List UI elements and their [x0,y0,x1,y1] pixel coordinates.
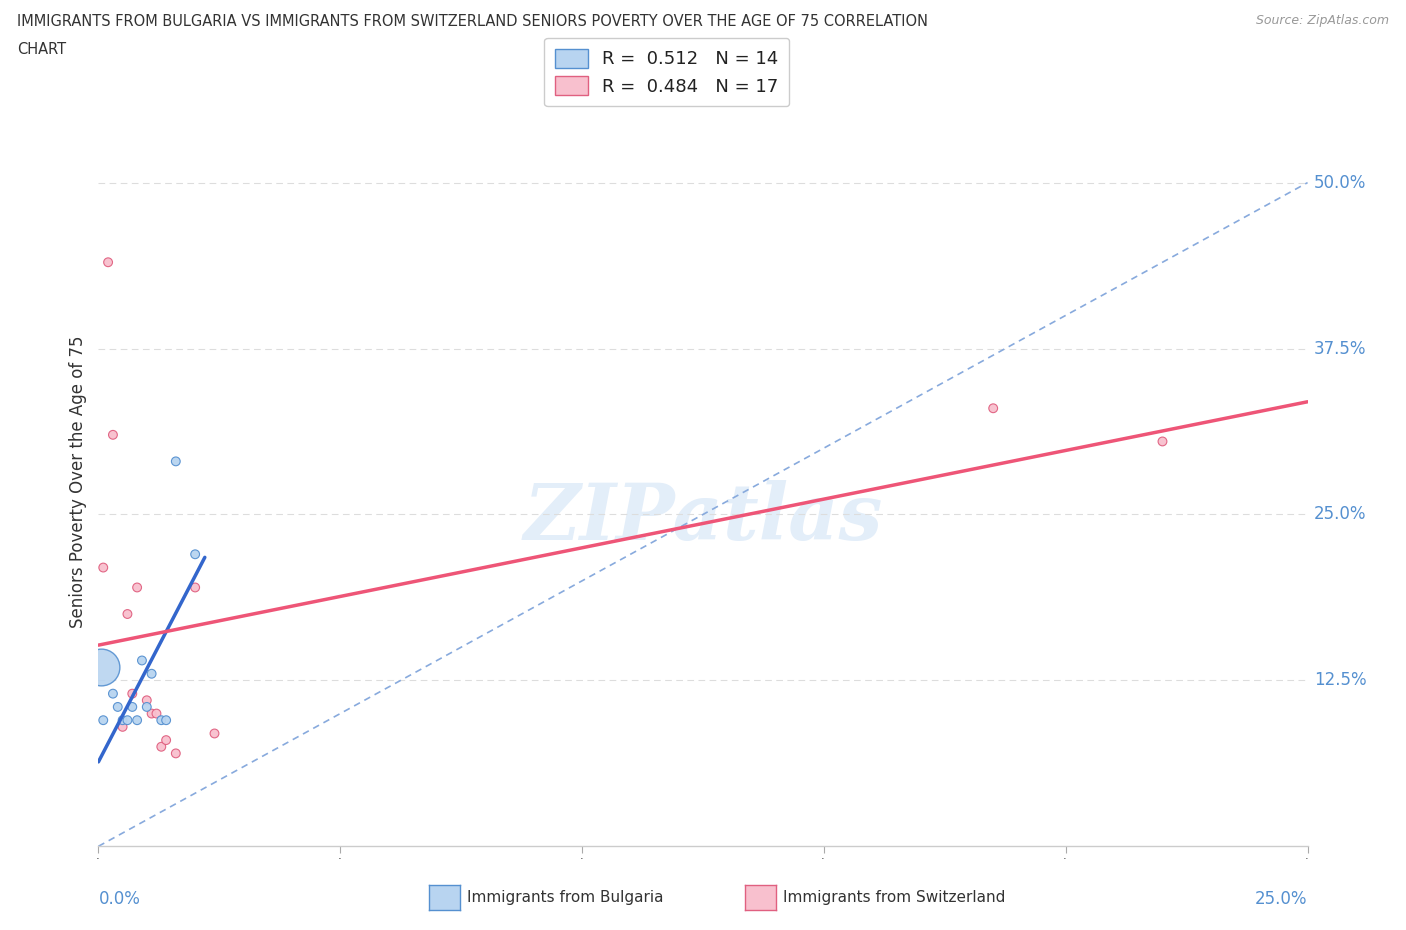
Point [141,666,163,681]
Point [150,712,173,727]
Point [101,428,124,443]
Point [127,712,149,727]
Point [165,746,187,761]
Point [90,659,112,674]
Point [150,739,173,754]
Point [135,693,157,708]
Text: 37.5%: 37.5% [1313,339,1367,357]
Text: 25.0%: 25.0% [1313,506,1367,524]
Point [184,580,207,595]
Text: ZIPatlas: ZIPatlas [523,480,883,556]
Text: 25.0%: 25.0% [1256,890,1308,908]
Point [117,606,139,621]
Point [155,712,177,727]
Point [1152,434,1174,449]
Point [91,560,114,575]
Point [107,699,129,714]
Point [145,706,167,721]
Text: Immigrants from Switzerland: Immigrants from Switzerland [783,890,1005,905]
Y-axis label: Seniors Poverty Over the Age of 75: Seniors Poverty Over the Age of 75 [69,335,87,628]
Point [91,712,114,727]
Point [121,699,143,714]
Point [155,733,177,748]
Point [204,726,226,741]
Point [184,547,207,562]
Point [111,712,134,727]
Text: 50.0%: 50.0% [1313,174,1367,192]
Point [141,706,163,721]
Text: Immigrants from Bulgaria: Immigrants from Bulgaria [467,890,664,905]
Point [97,255,120,270]
Legend: R =  0.512   N = 14, R =  0.484   N = 17: R = 0.512 N = 14, R = 0.484 N = 17 [544,38,789,106]
Point [135,699,157,714]
Point [131,653,153,668]
Text: 12.5%: 12.5% [1313,671,1367,689]
Point [121,686,143,701]
Point [981,401,1004,416]
Text: 0.0%: 0.0% [98,890,141,908]
Text: CHART: CHART [17,42,66,57]
Point [165,454,187,469]
Point [127,580,149,595]
Point [117,712,139,727]
Text: IMMIGRANTS FROM BULGARIA VS IMMIGRANTS FROM SWITZERLAND SENIORS POVERTY OVER THE: IMMIGRANTS FROM BULGARIA VS IMMIGRANTS F… [17,14,928,29]
Text: Source: ZipAtlas.com: Source: ZipAtlas.com [1256,14,1389,27]
Point [111,720,134,735]
Point [101,686,124,701]
